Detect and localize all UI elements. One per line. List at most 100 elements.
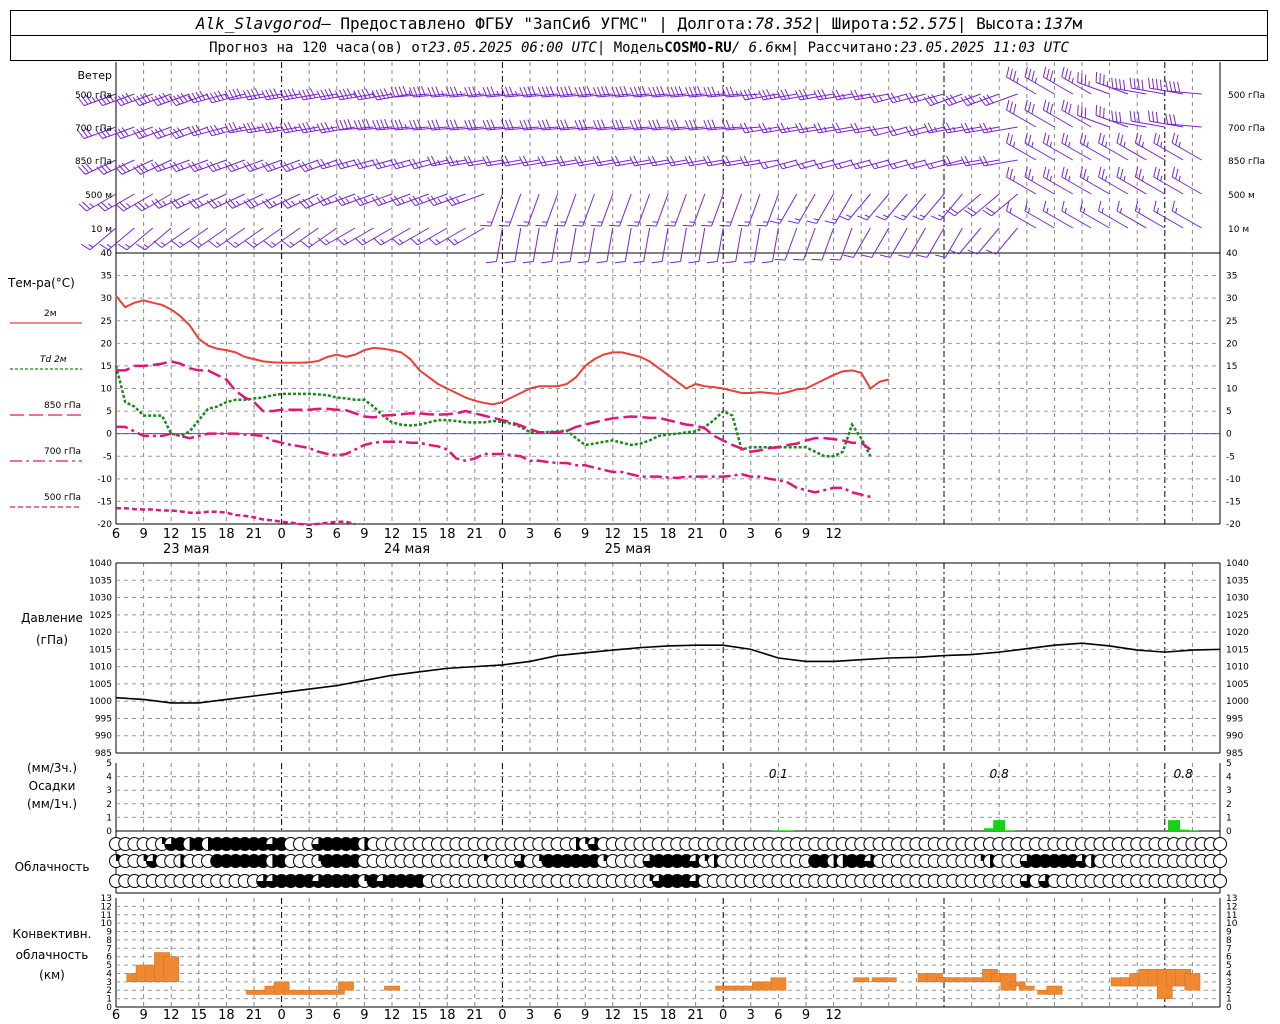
wind-barb-flag bbox=[265, 198, 274, 208]
wind-barb-staff bbox=[940, 193, 963, 221]
precip-annotation: 0.8 bbox=[1174, 767, 1193, 781]
wind-barb-flag bbox=[593, 87, 598, 98]
wind-barb-flag bbox=[373, 237, 382, 246]
precip-bar bbox=[1186, 830, 1199, 831]
wind-barb-flag bbox=[328, 88, 334, 99]
x-tick-label: 3 bbox=[747, 1008, 755, 1023]
wind-barb-flag bbox=[99, 128, 107, 138]
wind-barb-flag bbox=[155, 198, 163, 208]
wind-barb-flag bbox=[408, 159, 415, 170]
wind-barb-half bbox=[364, 198, 368, 204]
wind-barb-flag bbox=[361, 119, 367, 130]
wind-barb-flag bbox=[199, 90, 206, 100]
wind-barb-flag bbox=[798, 89, 805, 100]
y-tick-right: 985 bbox=[1226, 749, 1243, 759]
y-tick-right: 20 bbox=[1226, 339, 1238, 349]
wind-barb-flag bbox=[302, 89, 308, 100]
wind-barb-flag bbox=[151, 200, 160, 209]
wind-barb-flag bbox=[224, 90, 231, 101]
y-tick-left: 10 bbox=[101, 385, 113, 395]
wind-barb-flag bbox=[811, 258, 823, 261]
wind-barb-staff bbox=[140, 159, 172, 175]
y-tick-left: 5 bbox=[106, 961, 112, 971]
y-tick-left: 995 bbox=[95, 714, 112, 724]
wind-barb-flag bbox=[187, 93, 194, 104]
wind-barb-flag bbox=[541, 155, 547, 166]
wind-barb-flag bbox=[191, 161, 199, 171]
wind-barb-flag bbox=[342, 88, 349, 99]
y-tick-right: 9 bbox=[1226, 928, 1232, 938]
wind-barb-flag bbox=[688, 260, 699, 264]
wind-barb-flag bbox=[1155, 79, 1159, 90]
wind-barb-flag bbox=[140, 162, 149, 172]
wind-barb-flag bbox=[187, 126, 194, 137]
wind-barb-flag bbox=[1171, 200, 1176, 212]
wind-barb-flag bbox=[339, 119, 345, 130]
wind-barb-flag bbox=[582, 86, 588, 97]
wind-barb-flag bbox=[1006, 200, 1010, 212]
wind-barb-flag bbox=[949, 94, 957, 104]
y-tick-left: 30 bbox=[101, 294, 113, 304]
wind-barb-half bbox=[875, 163, 879, 169]
y-tick-left: -10 bbox=[97, 475, 112, 485]
wind-barb-staff bbox=[523, 93, 558, 98]
wind-barb-staff bbox=[855, 93, 889, 101]
cloud-circle bbox=[1213, 854, 1227, 868]
wind-barb-half bbox=[380, 239, 385, 244]
wind-barb-flag bbox=[702, 156, 709, 167]
wind-barb-staff bbox=[834, 193, 853, 224]
wind-barb-flag bbox=[831, 90, 838, 101]
wind-barb-half bbox=[382, 198, 387, 204]
wind-barb-staff bbox=[929, 159, 963, 170]
wind-barb-half bbox=[750, 126, 754, 132]
wind-barb-flag bbox=[758, 123, 764, 134]
wind-barb-flag bbox=[831, 159, 838, 170]
wind-barb-flag bbox=[209, 125, 217, 136]
wind-barb-flag bbox=[82, 201, 91, 210]
wind-barb-flag bbox=[1061, 66, 1065, 78]
wind-barb-flag bbox=[688, 86, 694, 97]
wind-barb-flag bbox=[283, 89, 290, 100]
wind-barb-flag bbox=[246, 122, 253, 133]
wind-barb-flag bbox=[519, 120, 525, 131]
latitude-label: | Широта: bbox=[812, 13, 900, 33]
wind-barb-flag bbox=[334, 159, 342, 170]
y-tick-right: 10 bbox=[1226, 385, 1238, 395]
wind-barb-flag bbox=[664, 224, 675, 227]
wind-barb-half bbox=[238, 125, 242, 132]
wind-barb-half bbox=[275, 125, 279, 132]
wind-barb-flag bbox=[518, 156, 525, 167]
wind-barb-staff bbox=[954, 193, 982, 217]
wind-barb-flag bbox=[169, 129, 177, 139]
wind-barb-flag bbox=[445, 87, 451, 98]
wind-barb-flag bbox=[648, 87, 653, 98]
y-tick-right: 8 bbox=[1226, 936, 1232, 946]
model-name: COSMO-RU bbox=[664, 40, 732, 56]
wind-barb-flag bbox=[893, 215, 904, 221]
wind-barb-flag bbox=[1080, 73, 1083, 84]
wind-barb-staff bbox=[431, 93, 466, 98]
wind-barb-half bbox=[901, 214, 907, 218]
wind-barb-staff bbox=[852, 227, 871, 258]
wind-barb-flag bbox=[967, 249, 978, 255]
wind-barb-half bbox=[253, 164, 258, 170]
wind-barb-staff bbox=[816, 193, 835, 224]
wind-barb-half bbox=[234, 241, 239, 246]
wind-barb-flag bbox=[1009, 134, 1013, 146]
wind-barb-flag bbox=[537, 120, 543, 131]
wind-barb-half bbox=[312, 125, 316, 132]
wind-barb-half bbox=[257, 125, 261, 132]
wind-barb-half bbox=[831, 218, 838, 221]
wind-barb-half bbox=[290, 200, 296, 206]
wind-barb-flag bbox=[132, 129, 140, 139]
wind-barb-flag bbox=[692, 119, 698, 130]
wind-barb-flag bbox=[1138, 134, 1142, 146]
wind-barb-staff bbox=[120, 93, 153, 107]
wind-barb-flag bbox=[486, 260, 497, 264]
wind-barb-flag bbox=[99, 164, 108, 174]
y-tick-right: 1 bbox=[1226, 995, 1232, 1005]
wind-barb-flag bbox=[346, 88, 353, 99]
wind-barb-flag bbox=[472, 119, 477, 130]
wind-level-left: 500 гПа bbox=[75, 91, 112, 101]
wind-barb-flag bbox=[868, 159, 875, 170]
